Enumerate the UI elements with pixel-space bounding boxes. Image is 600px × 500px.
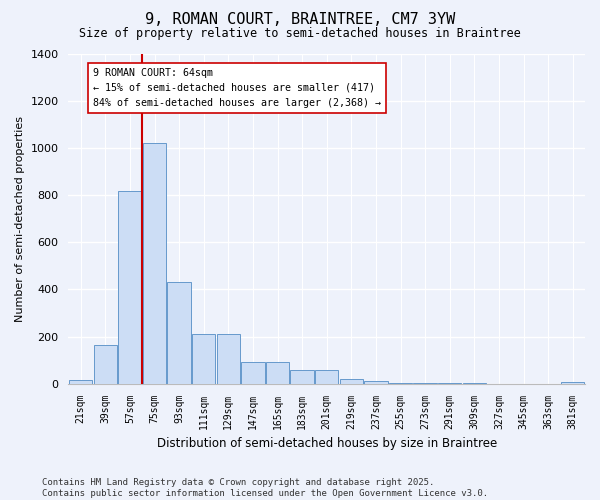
Bar — [340, 378, 363, 384]
Bar — [364, 381, 388, 384]
Text: 9 ROMAN COURT: 64sqm
← 15% of semi-detached houses are smaller (417)
84% of semi: 9 ROMAN COURT: 64sqm ← 15% of semi-detac… — [93, 68, 381, 108]
Bar — [69, 380, 92, 384]
Y-axis label: Number of semi-detached properties: Number of semi-detached properties — [15, 116, 25, 322]
Bar — [143, 144, 166, 384]
Bar — [315, 370, 338, 384]
Text: Size of property relative to semi-detached houses in Braintree: Size of property relative to semi-detach… — [79, 28, 521, 40]
Bar — [290, 370, 314, 384]
Text: Contains HM Land Registry data © Crown copyright and database right 2025.
Contai: Contains HM Land Registry data © Crown c… — [42, 478, 488, 498]
Bar — [241, 362, 265, 384]
Bar — [266, 362, 289, 384]
Bar — [167, 282, 191, 384]
Bar — [192, 334, 215, 384]
Bar — [94, 345, 117, 384]
Bar — [389, 382, 412, 384]
Bar — [217, 334, 240, 384]
Bar — [561, 382, 584, 384]
Bar — [118, 190, 142, 384]
Text: 9, ROMAN COURT, BRAINTREE, CM7 3YW: 9, ROMAN COURT, BRAINTREE, CM7 3YW — [145, 12, 455, 28]
X-axis label: Distribution of semi-detached houses by size in Braintree: Distribution of semi-detached houses by … — [157, 437, 497, 450]
